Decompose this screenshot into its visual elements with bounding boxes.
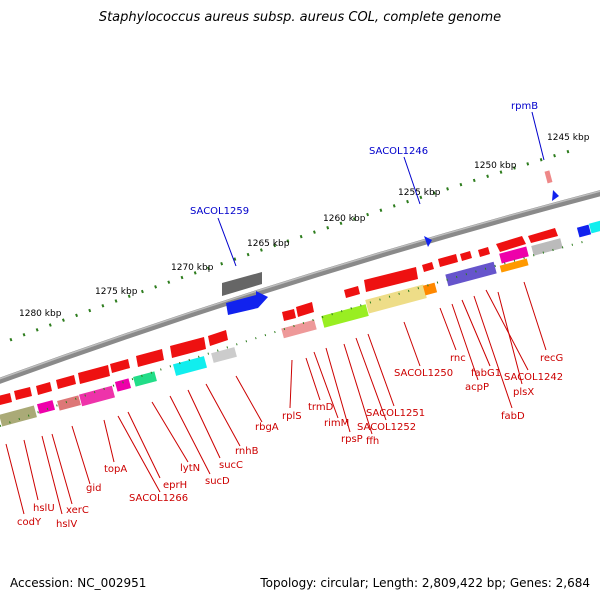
gene-block-magenta xyxy=(499,246,529,264)
gene-label-rpmB: rpmB xyxy=(511,101,538,112)
gene-feature-plsX-arrow xyxy=(496,236,526,252)
scale-labels: 1245 kbp 1250 kbp 1255 kbp 1260 kbp 1265… xyxy=(19,133,590,319)
scale-label: 1275 kbp xyxy=(95,287,138,297)
gene-label-trmD: trmD xyxy=(308,402,334,413)
gene-label-rnhB: rnhB xyxy=(235,446,259,457)
scale-label: 1265 kbp xyxy=(247,239,290,249)
scale-label: 1250 kbp xyxy=(474,161,517,171)
gene-label-rimM: rimM xyxy=(324,418,349,429)
accession-text: Accession: NC_002951 xyxy=(10,576,147,590)
gene-label-lytN: lytN xyxy=(180,463,200,474)
gene-block-cyan xyxy=(172,356,208,376)
map-title: Staphylococcus aureus subsp. aureus COL,… xyxy=(98,10,502,25)
gene-label-acpP: acpP xyxy=(465,382,489,393)
gene-feature-sacol1259-gray xyxy=(222,272,262,296)
gene-feature-rpmB-marker xyxy=(552,190,559,201)
gene-feature-small-red xyxy=(422,262,434,272)
gene-block-orange xyxy=(422,282,438,296)
gene-label-fabG1: fabG1 xyxy=(471,368,501,379)
gene-feature-sacol1250 xyxy=(364,267,418,292)
gene-label-sucC: sucC xyxy=(219,460,243,471)
gene-feature-small-red xyxy=(460,251,472,261)
gene-block-lime xyxy=(321,304,369,328)
gene-block-gray xyxy=(531,238,563,256)
gene-feature-recG xyxy=(528,228,558,243)
gene-feature-rpmB xyxy=(544,170,553,184)
gene-feature-rnhB xyxy=(170,337,206,358)
gene-label-SACOL1252: SACOL1252 xyxy=(357,422,416,433)
genome-backbone xyxy=(0,190,600,384)
scale-label: 1280 kbp xyxy=(19,309,62,319)
gene-label-recG: recG xyxy=(540,353,563,364)
inner-gene-labels: recG plsX SACOL1242 fabD fabG1 acpP rnc … xyxy=(17,353,563,530)
gene-label-hslU: hslU xyxy=(33,503,55,514)
gene-label-codY: codY xyxy=(17,517,42,528)
gene-block-blue xyxy=(576,224,592,238)
gene-label-gid: gid xyxy=(86,483,101,494)
gene-label-ffh: ffh xyxy=(366,436,379,447)
gene-feature-sucC xyxy=(136,349,164,367)
gene-block-orange xyxy=(499,258,529,273)
gene-block-pink xyxy=(281,319,317,339)
gene-label-rpsP: rpsP xyxy=(341,434,363,445)
gene-label-SACOL1266: SACOL1266 xyxy=(129,493,188,504)
gene-label-SACOL1246: SACOL1246 xyxy=(369,146,428,157)
genome-summary-text: Topology: circular; Length: 2,809,422 bp… xyxy=(260,576,590,590)
outer-gene-labels: rpmB SACOL1246 SACOL1259 xyxy=(190,101,538,217)
gene-feature-lytN xyxy=(110,359,130,373)
scale-label: 1260 kbp xyxy=(323,214,366,224)
gene-block-magenta xyxy=(36,400,56,414)
gene-label-SACOL1250: SACOL1250 xyxy=(394,368,453,379)
gene-feature-sacol1259 xyxy=(226,291,268,315)
gene-label-xerC: xerC xyxy=(66,505,89,516)
gene-feature-rplS xyxy=(282,309,296,321)
gene-label-rbgA: rbgA xyxy=(255,422,279,433)
gene-label-rnc: rnc xyxy=(450,353,466,364)
gene-feature-xerC xyxy=(36,382,52,395)
gene-block-magenta xyxy=(79,385,115,407)
gene-feature-rnc-arrow xyxy=(438,254,458,267)
gene-feature-small-red xyxy=(478,247,490,257)
gene-block-yellow xyxy=(365,284,427,314)
gene-label-eprH: eprH xyxy=(163,480,187,491)
gene-feature-gid xyxy=(56,375,76,389)
gene-feature-codY xyxy=(0,393,12,405)
gene-block-magenta xyxy=(114,378,132,392)
scale-label: 1270 kbp xyxy=(171,263,214,273)
gene-feature-sacol1246 xyxy=(424,236,432,247)
gene-feature-hslV xyxy=(14,387,32,400)
gene-label-SACOL1251: SACOL1251 xyxy=(366,408,425,419)
scale-label: 1255 kbp xyxy=(398,188,441,198)
gene-block-green xyxy=(133,371,157,387)
inner-features xyxy=(0,220,600,427)
gene-label-SACOL1242: SACOL1242 xyxy=(504,372,563,383)
outer-features xyxy=(222,170,559,315)
scale-label: 1245 kbp xyxy=(547,133,590,143)
gene-feature-small-red xyxy=(344,286,360,298)
gene-label-topA: topA xyxy=(104,464,127,475)
outer-leader-lines xyxy=(217,111,545,267)
genome-backbone-highlight xyxy=(0,190,600,380)
gene-label-fabD: fabD xyxy=(501,411,525,422)
gene-block-olive xyxy=(0,405,37,427)
gene-label-rplS: rplS xyxy=(282,411,302,422)
gene-feature-topA xyxy=(78,365,110,384)
gene-label-SACOL1259: SACOL1259 xyxy=(190,206,249,217)
gene-label-plsX: plsX xyxy=(513,387,534,398)
scale-ring xyxy=(9,146,581,342)
gene-feature-rbgA xyxy=(208,330,228,346)
inner-leader-lines xyxy=(5,281,547,515)
gene-block-pink xyxy=(57,395,81,411)
gene-block-gray xyxy=(211,347,237,363)
gene-block-cyan xyxy=(588,220,600,234)
gene-block-purple xyxy=(445,261,497,287)
gene-label-sucD: sucD xyxy=(205,476,230,487)
gene-label-hslV: hslV xyxy=(56,519,77,530)
gene-feature-trmD xyxy=(296,302,314,317)
